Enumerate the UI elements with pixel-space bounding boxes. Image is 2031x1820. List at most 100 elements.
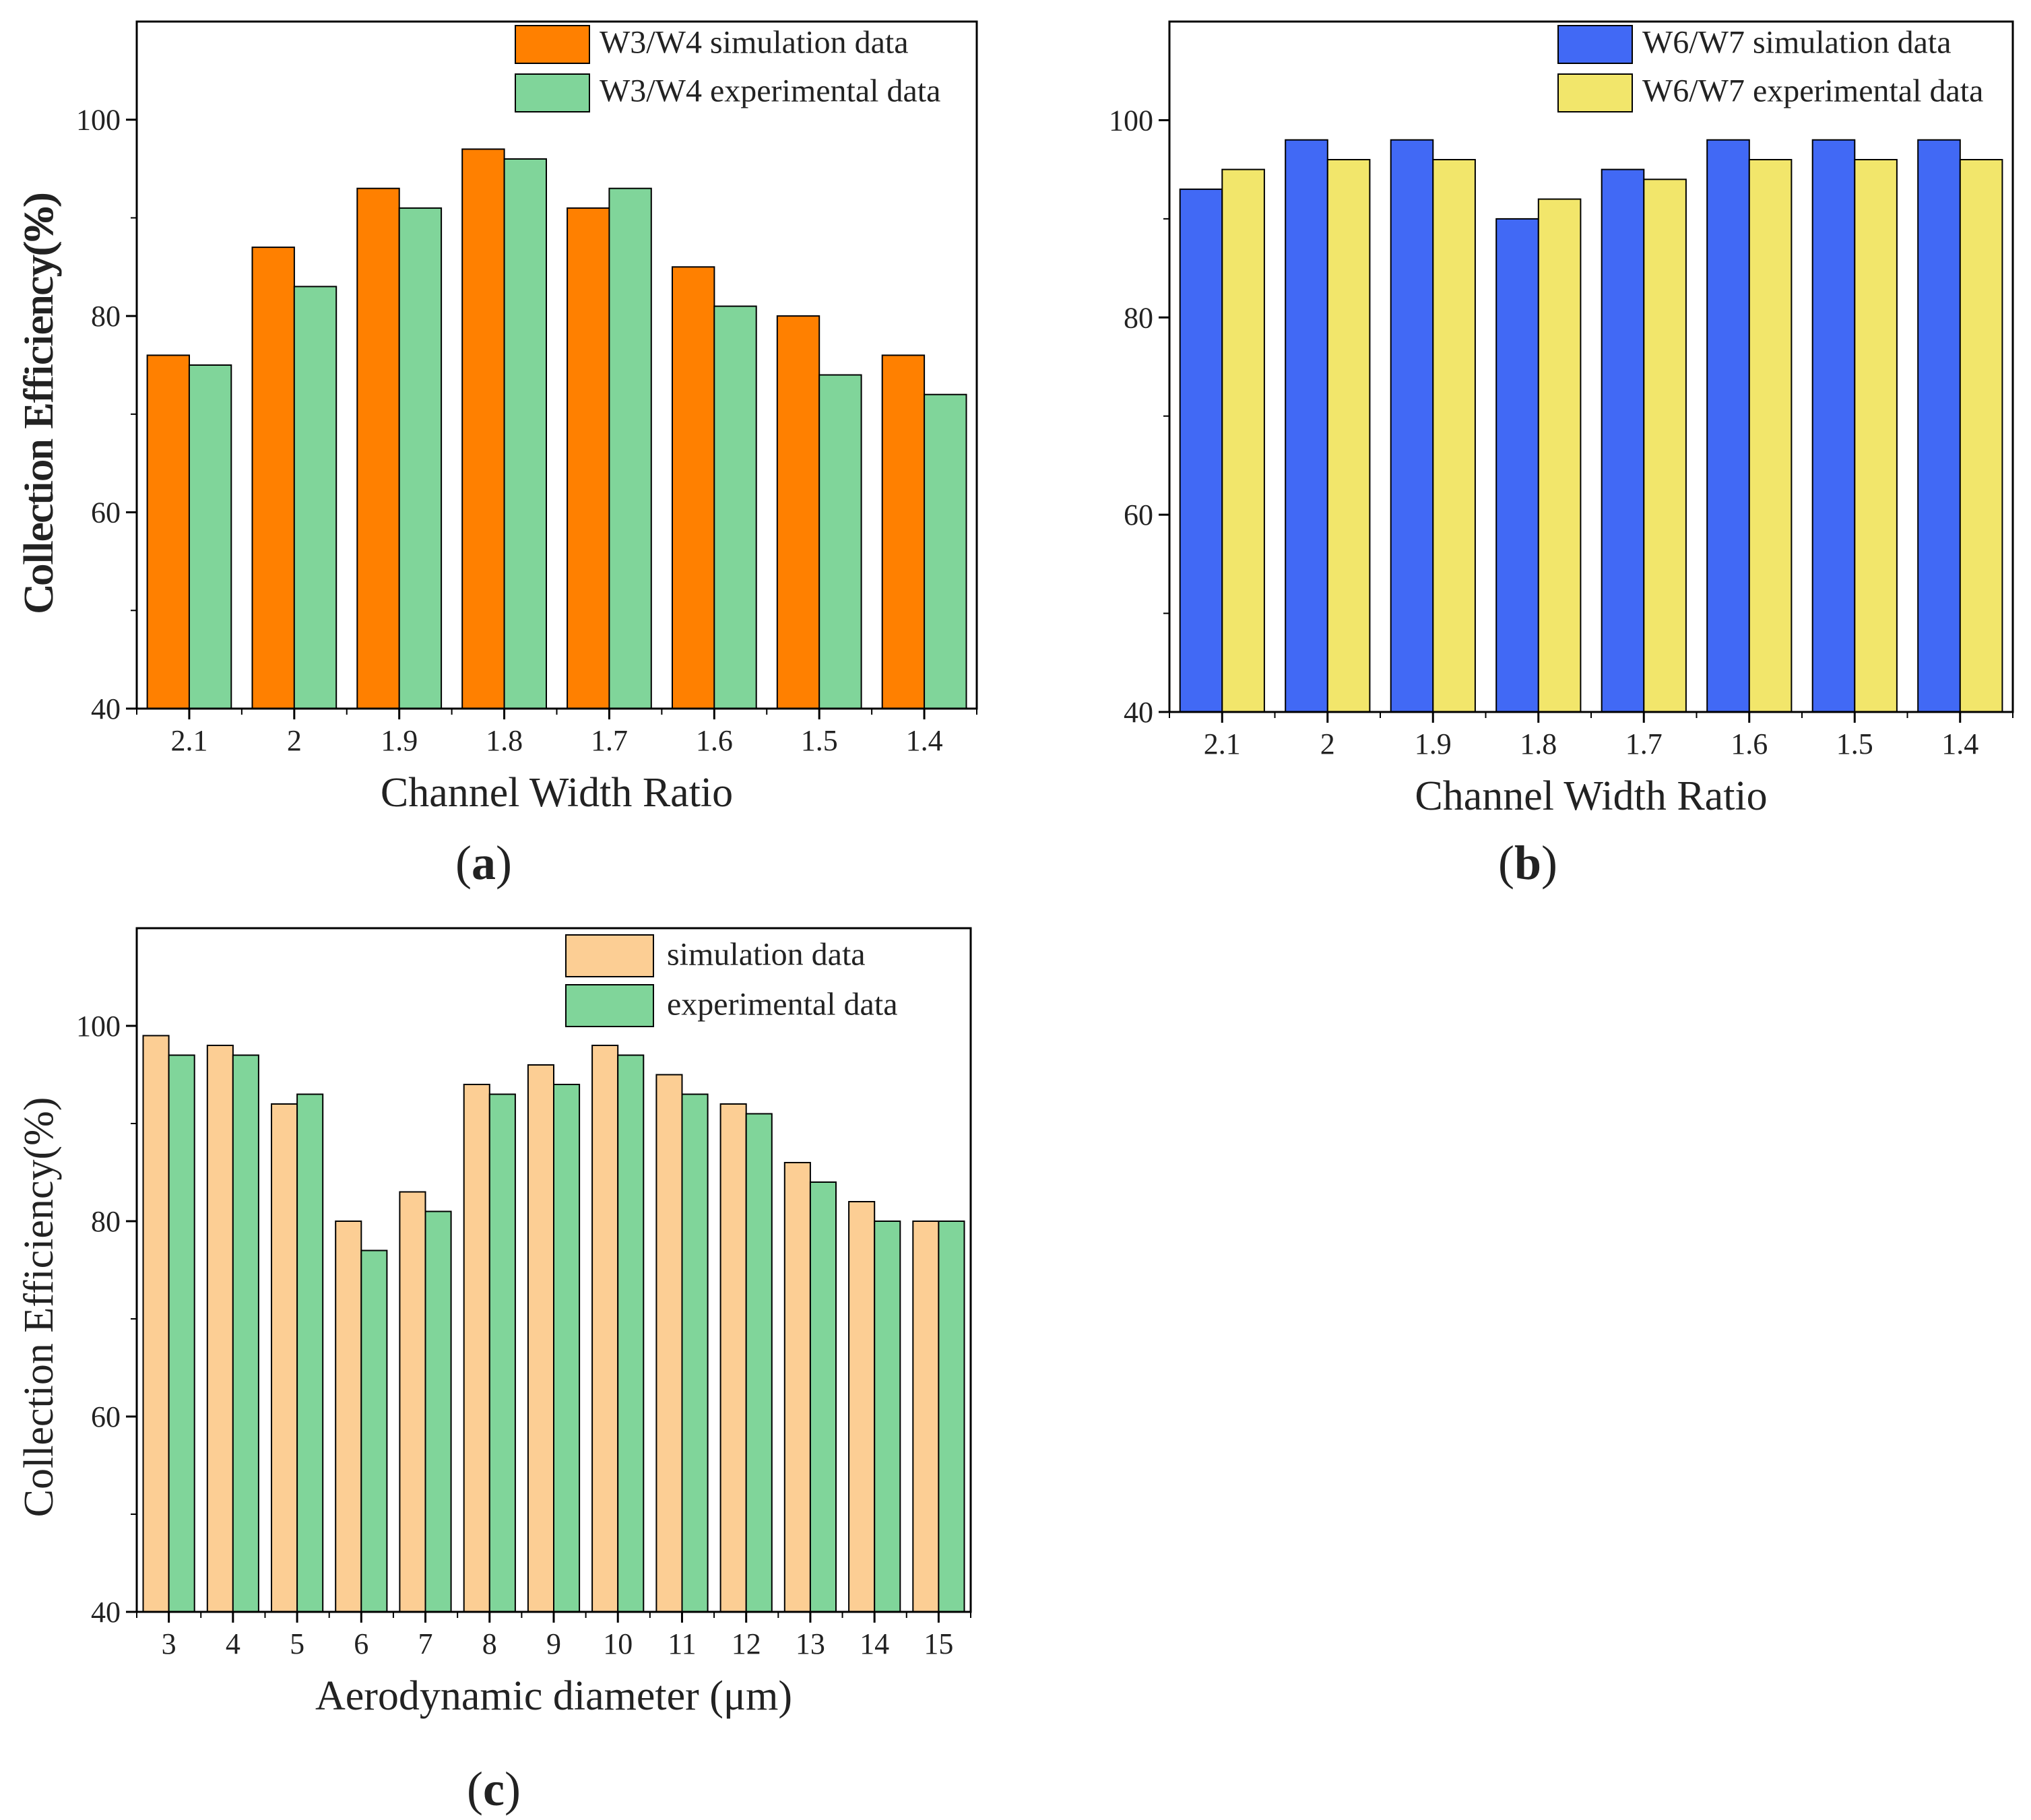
x-tick-label: 10 [603, 1627, 633, 1660]
bar-a-s0-c0 [146, 354, 191, 709]
y-tick-label: 40 [1124, 696, 1153, 729]
y-tick-label: 80 [91, 1205, 121, 1238]
bar-c-s0-c11 [848, 1201, 876, 1613]
legend-swatch-1 [515, 73, 590, 112]
caption-letter: c [483, 1762, 505, 1816]
chart-panel-c: 40 60 80 100 3 4 5 6 7 8 9 10 11 12 13 14 15 Aerodynamic … [16, 927, 972, 1816]
y-tick-label: 100 [1109, 104, 1153, 137]
y-tick-label: 80 [1124, 301, 1153, 334]
x-tick-label: 11 [668, 1627, 696, 1660]
bar-c-s0-c3 [335, 1221, 362, 1613]
bar-c-s1-c11 [874, 1221, 901, 1613]
y-tick-label: 80 [91, 300, 121, 333]
caption-letter: b [1514, 836, 1541, 890]
bar-c-s0-c4 [399, 1191, 426, 1613]
bar-c-s1-c4 [424, 1210, 452, 1613]
bar-c-s1-c3 [360, 1249, 388, 1613]
bar-a-s1-c3 [503, 158, 547, 709]
bar-b-s0-c5 [1706, 139, 1750, 713]
bar-a-s1-c2 [398, 207, 443, 709]
bar-a-s0-c7 [881, 354, 926, 709]
bar-c-s1-c2 [296, 1093, 324, 1613]
chart-panel-b: 40 60 80 100 2.1 2 1.9 1.8 1.7 1.6 1.5 1.4 Channel W… [16, 20, 2014, 890]
x-tick-label: 3 [162, 1627, 176, 1660]
bar-b-s0-c6 [1811, 139, 1856, 713]
chart-panel-a: 40 60 80 100 2.1 2 1.9 1.8 1.7 1.6 1.5 1.4 Channel W… [16, 20, 978, 890]
bar-c-s0-c12 [912, 1221, 940, 1613]
bar-b-s1-c6 [1854, 159, 1898, 713]
x-tick-label: 2.1 [170, 724, 207, 757]
x-tick-label: 1.4 [1941, 727, 1978, 760]
bar-b-s1-c2 [1432, 159, 1476, 713]
bar-c-s0-c7 [591, 1045, 619, 1613]
bar-b-s1-c5 [1748, 159, 1793, 713]
legend-swatch-1 [1557, 73, 1633, 112]
panel-caption: (a) [455, 836, 512, 890]
bar-b-s0-c2 [1390, 139, 1434, 713]
x-tick-label: 9 [546, 1627, 561, 1660]
x-tick-label: 1.8 [486, 724, 523, 757]
x-tick-label: 5 [290, 1627, 304, 1660]
x-tick-label: 14 [860, 1627, 889, 1660]
bar-b-s1-c1 [1326, 159, 1371, 713]
bar-a-s1-c1 [293, 286, 337, 709]
caption-open-paren: ( [467, 1762, 483, 1816]
bar-a-s0-c6 [776, 315, 820, 710]
y-axis-label: Collection Efficiency(%) [16, 194, 62, 614]
bar-b-s1-c7 [1959, 159, 2003, 713]
x-tick-label: 1.5 [801, 724, 838, 757]
bar-a-s0-c1 [251, 247, 295, 710]
x-tick-label: 1.5 [1836, 727, 1873, 760]
x-tick-label: 1.7 [1625, 727, 1663, 760]
bar-c-s0-c2 [271, 1103, 298, 1613]
bar-c-s0-c9 [719, 1103, 747, 1613]
x-axis-label: Aerodynamic diameter (μm) [315, 1673, 792, 1719]
caption-open-paren: ( [455, 836, 472, 890]
y-tick-label: 60 [91, 1400, 121, 1433]
bar-c-s0-c5 [463, 1084, 490, 1613]
bar-c-s0-c1 [206, 1045, 234, 1613]
bar-a-s0-c2 [356, 187, 400, 709]
bar-c-s0-c8 [655, 1074, 683, 1613]
x-tick-label: 1.8 [1520, 727, 1557, 760]
legend-swatch-0 [515, 25, 590, 64]
x-tick-label: 2 [287, 724, 302, 757]
caption-close-paren: ) [1541, 836, 1557, 890]
x-tick-label: 1.4 [906, 724, 943, 757]
x-tick-label: 1.9 [381, 724, 418, 757]
y-tick-label: 40 [91, 1596, 121, 1629]
y-tick-label: 60 [91, 496, 121, 529]
panel-caption: (b) [1498, 836, 1557, 890]
bar-c-s1-c6 [553, 1084, 581, 1613]
legend-swatch-0 [565, 934, 654, 977]
bar-a-s0-c3 [461, 148, 505, 709]
legend-label-0: W3/W4 simulation data [600, 24, 909, 60]
legend-label-1: W6/W7 experimental data [1642, 73, 1983, 108]
bar-b-s0-c3 [1495, 218, 1539, 713]
x-tick-label: 1.7 [591, 724, 628, 757]
bar-c-s1-c5 [488, 1093, 516, 1613]
bar-b-s0-c1 [1285, 139, 1328, 713]
x-tick-label: 8 [482, 1627, 497, 1660]
x-tick-label: 4 [226, 1627, 240, 1660]
y-tick-label: 40 [91, 692, 121, 725]
legend-swatch-0 [1557, 25, 1633, 64]
legend-label-1: experimental data [667, 987, 898, 1022]
x-tick-label: 15 [924, 1627, 953, 1660]
x-tick-label: 2 [1320, 727, 1335, 760]
x-tick-label: 6 [354, 1627, 368, 1660]
x-tick-label: 1.6 [696, 724, 733, 757]
caption-open-paren: ( [1498, 836, 1514, 890]
legend-label-0: W6/W7 simulation data [1642, 24, 1952, 60]
x-tick-label: 1.9 [1415, 727, 1452, 760]
bar-a-s1-c6 [818, 374, 862, 709]
bar-c-s0-c0 [142, 1035, 170, 1613]
bar-a-s1-c7 [924, 393, 967, 709]
legend-swatch-1 [565, 984, 654, 1027]
caption-close-paren: ) [505, 1762, 521, 1816]
bar-b-s0-c7 [1917, 139, 1961, 713]
bar-c-s1-c9 [745, 1113, 773, 1613]
bar-a-s1-c4 [608, 187, 652, 709]
bar-b-s1-c0 [1221, 168, 1265, 713]
